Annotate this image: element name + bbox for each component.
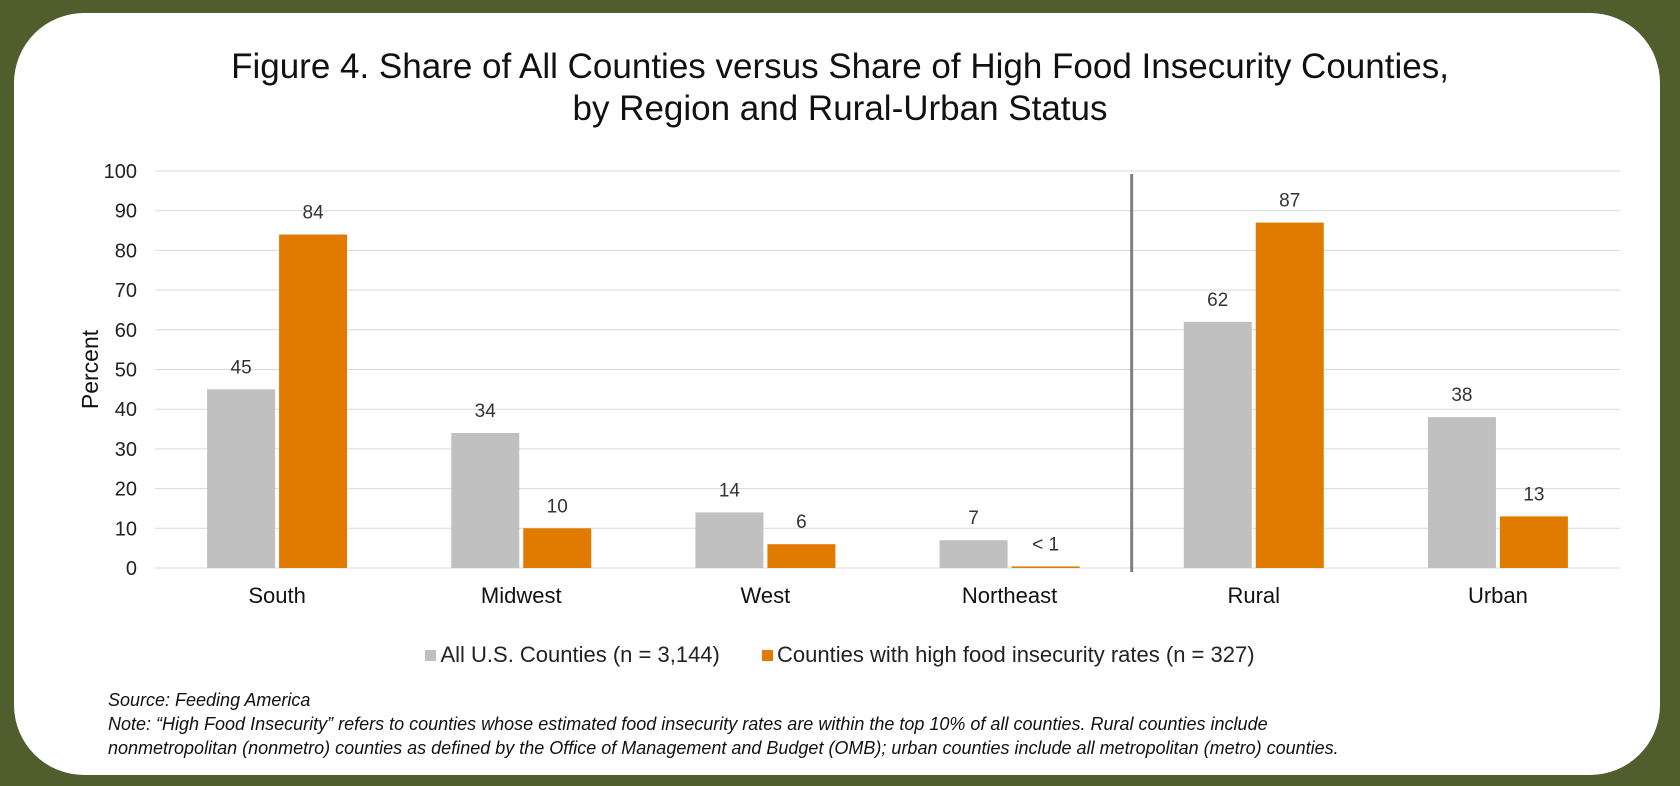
data-label-high-insecurity-northeast: < 1 bbox=[1032, 534, 1059, 555]
y-tick-label: 30 bbox=[115, 439, 137, 461]
legend-swatch-all-counties bbox=[425, 650, 437, 661]
data-label-all-counties-west: 14 bbox=[719, 480, 741, 501]
y-axis-label: Percent bbox=[77, 329, 103, 409]
y-tick-label: 70 bbox=[115, 280, 137, 302]
legend-label-all-counties: All U.S. Counties (n = 3,144) bbox=[440, 642, 720, 667]
x-tick-label-rural: Rural bbox=[1227, 583, 1280, 608]
y-tick-label: 100 bbox=[104, 161, 137, 183]
x-tick-label-south: South bbox=[248, 583, 306, 608]
bar-high-insecurity-rural bbox=[1255, 222, 1324, 569]
y-tick-label: 90 bbox=[115, 201, 137, 223]
bar-all-counties-midwest bbox=[451, 433, 520, 568]
note-line-1: Note: “High Food Insecurity” refers to c… bbox=[108, 714, 1268, 734]
source-note: Source: Feeding America bbox=[108, 690, 311, 710]
bar-all-counties-west bbox=[695, 512, 764, 568]
data-label-high-insecurity-west: 6 bbox=[796, 512, 807, 533]
chart-title-line-2: by Region and Rural-Urban Status bbox=[572, 89, 1108, 128]
chart-legend: All U.S. Counties (n = 3,144) Counties w… bbox=[0, 642, 1680, 668]
data-label-high-insecurity-rural: 87 bbox=[1279, 191, 1300, 212]
chart-title-line-1: Figure 4. Share of All Counties versus S… bbox=[231, 47, 1449, 86]
x-tick-label-west: West bbox=[741, 583, 791, 608]
bar-all-counties-northeast bbox=[939, 540, 1008, 568]
y-tick-label: 10 bbox=[115, 518, 137, 540]
chart-notes: Source: Feeding America Note: “High Food… bbox=[108, 688, 1628, 760]
data-label-all-counties-rural: 62 bbox=[1207, 290, 1228, 311]
x-tick-label-urban: Urban bbox=[1468, 583, 1528, 608]
legend-label-high-insecurity: Counties with high food insecurity rates… bbox=[777, 642, 1255, 667]
data-label-high-insecurity-urban: 13 bbox=[1523, 484, 1544, 505]
legend-item-high-insecurity: Counties with high food insecurity rates… bbox=[762, 642, 1255, 668]
bar-all-counties-urban bbox=[1427, 417, 1496, 568]
data-label-all-counties-northeast: 7 bbox=[968, 508, 979, 529]
bar-high-insecurity-west bbox=[767, 544, 836, 568]
data-label-all-counties-south: 45 bbox=[231, 357, 252, 378]
data-label-high-insecurity-midwest: 10 bbox=[547, 496, 568, 517]
data-label-all-counties-urban: 38 bbox=[1451, 385, 1472, 406]
legend-swatch-high-insecurity bbox=[762, 650, 773, 661]
bar-high-insecurity-south bbox=[279, 234, 348, 568]
note-line-2: nonmetropolitan (nonmetro) counties as d… bbox=[108, 738, 1339, 758]
legend-item-all-counties: All U.S. Counties (n = 3,144) bbox=[425, 642, 720, 668]
bar-all-counties-rural bbox=[1183, 321, 1252, 568]
y-tick-label: 50 bbox=[115, 360, 137, 382]
y-tick-label: 80 bbox=[115, 240, 137, 262]
y-tick-label: 0 bbox=[126, 558, 137, 580]
x-tick-label-northeast: Northeast bbox=[962, 583, 1057, 608]
bar-high-insecurity-midwest bbox=[523, 528, 592, 568]
y-tick-label: 40 bbox=[115, 399, 137, 421]
data-label-all-counties-midwest: 34 bbox=[475, 401, 497, 422]
chart-title: Figure 4. Share of All Counties versus S… bbox=[0, 46, 1680, 130]
x-tick-label-midwest: Midwest bbox=[481, 583, 562, 608]
y-tick-label: 20 bbox=[115, 479, 137, 501]
y-tick-label: 60 bbox=[115, 320, 137, 342]
bar-high-insecurity-urban bbox=[1499, 516, 1568, 568]
bar-all-counties-south bbox=[207, 389, 276, 568]
bar-high-insecurity-northeast bbox=[1011, 566, 1080, 568]
data-label-high-insecurity-south: 84 bbox=[303, 203, 325, 224]
